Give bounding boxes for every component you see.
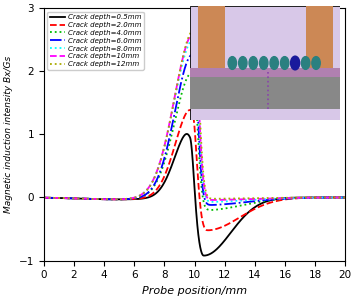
Crack depth=6.0mm: [76, 197, 80, 200]
Circle shape: [239, 57, 247, 69]
Line: Crack depth=10mm: Crack depth=10mm: [44, 33, 345, 200]
Y-axis label: Magnetic induction intensity Bx/Gs: Magnetic induction intensity Bx/Gs: [4, 56, 13, 213]
Crack depth=0.5mm: [305, 196, 309, 199]
Circle shape: [260, 57, 268, 69]
Crack depth=10mm: [94, 197, 98, 201]
Line: Crack depth=8.0mm: Crack depth=8.0mm: [44, 40, 345, 202]
Crack depth=2.0mm: [157, 184, 162, 188]
Crack depth=12mm: [76, 197, 80, 200]
Crack depth=6.0mm: [157, 172, 162, 175]
Crack depth=0.5mm: [76, 197, 80, 200]
Crack depth=8.0mm: [42, 196, 46, 200]
X-axis label: Probe position/mm: Probe position/mm: [142, 286, 247, 296]
Crack depth=8.0mm: [157, 163, 162, 166]
Crack depth=0.5mm: [157, 188, 162, 192]
Crack depth=6.0mm: [94, 197, 98, 201]
Line: Crack depth=2.0mm: Crack depth=2.0mm: [44, 110, 345, 230]
Crack depth=8.0mm: [343, 196, 347, 199]
Crack depth=4.0mm: [189, 71, 194, 75]
Crack depth=8.0mm: [170, 108, 174, 112]
Crack depth=12mm: [94, 197, 98, 201]
Crack depth=0.5mm: [170, 162, 174, 165]
Crack depth=10mm: [157, 162, 162, 166]
Crack depth=4.0mm: [170, 130, 174, 133]
Circle shape: [312, 57, 320, 69]
Crack depth=10mm: [305, 196, 309, 200]
Crack depth=2.0mm: [188, 108, 192, 112]
Crack depth=0.5mm: [42, 196, 46, 200]
Crack depth=12mm: [157, 163, 162, 166]
Line: Crack depth=0.5mm: Crack depth=0.5mm: [44, 134, 345, 256]
Crack depth=8.0mm: [305, 196, 309, 200]
Crack depth=6.0mm: [337, 196, 342, 199]
Crack depth=4.0mm: [337, 196, 342, 199]
Crack depth=2.0mm: [42, 196, 46, 200]
Crack depth=6.0mm: [42, 196, 46, 200]
Crack depth=12mm: [42, 196, 46, 200]
Crack depth=8.0mm: [94, 197, 98, 201]
Crack depth=10mm: [337, 196, 342, 199]
Legend: Crack depth=0.5mm, Crack depth=2.0mm, Crack depth=4.0mm, Crack depth=6.0mm, Crac: Crack depth=0.5mm, Crack depth=2.0mm, Cr…: [47, 12, 144, 70]
Crack depth=4.0mm: [343, 196, 347, 199]
Crack depth=8.0mm: [191, 38, 195, 42]
Crack depth=2.0mm: [206, 229, 210, 232]
Line: Crack depth=4.0mm: Crack depth=4.0mm: [44, 73, 345, 210]
Crack depth=6.0mm: [209, 203, 214, 207]
Crack depth=0.5mm: [94, 197, 98, 201]
Crack depth=12mm: [171, 106, 175, 110]
Crack depth=10mm: [343, 196, 347, 199]
Line: Crack depth=6.0mm: Crack depth=6.0mm: [44, 55, 345, 205]
Line: Crack depth=12mm: Crack depth=12mm: [44, 30, 345, 199]
Circle shape: [290, 56, 300, 70]
Circle shape: [249, 57, 257, 69]
Bar: [190, 74, 340, 109]
Crack depth=10mm: [170, 106, 174, 110]
Crack depth=2.0mm: [76, 197, 80, 200]
Crack depth=6.0mm: [190, 53, 194, 57]
Crack depth=6.0mm: [170, 122, 174, 125]
Crack depth=0.5mm: [337, 196, 342, 199]
Crack depth=12mm: [343, 196, 347, 199]
Crack depth=2.0mm: [337, 196, 342, 199]
Crack depth=12mm: [192, 28, 197, 31]
Crack depth=4.0mm: [94, 197, 98, 201]
Crack depth=4.0mm: [209, 208, 213, 212]
Crack depth=12mm: [337, 196, 342, 199]
Crack depth=0.5mm: [343, 196, 347, 199]
Circle shape: [228, 57, 236, 69]
Crack depth=8.0mm: [337, 196, 342, 199]
Crack depth=10mm: [76, 197, 80, 200]
Crack depth=0.5mm: [185, 132, 189, 136]
Crack depth=6.0mm: [343, 196, 347, 199]
Crack depth=4.0mm: [76, 197, 80, 200]
Crack depth=8.0mm: [76, 197, 80, 200]
Crack depth=0.5mm: [202, 254, 206, 257]
Circle shape: [281, 57, 289, 69]
Bar: [190, 68, 340, 77]
Crack depth=2.0mm: [343, 196, 347, 199]
Crack depth=6.0mm: [305, 196, 309, 200]
Crack depth=10mm: [192, 32, 196, 35]
Circle shape: [302, 57, 310, 69]
Crack depth=4.0mm: [42, 196, 46, 200]
Crack depth=2.0mm: [170, 152, 174, 155]
Crack depth=4.0mm: [157, 174, 162, 178]
Crack depth=4.0mm: [305, 196, 309, 200]
Crack depth=10mm: [42, 196, 46, 200]
Crack depth=2.0mm: [94, 197, 98, 201]
Crack depth=10mm: [211, 198, 215, 202]
Bar: [305, 6, 333, 70]
Crack depth=12mm: [305, 196, 309, 200]
Crack depth=12mm: [112, 197, 116, 201]
Bar: [198, 6, 225, 70]
Crack depth=8.0mm: [210, 200, 215, 204]
Crack depth=2.0mm: [305, 196, 309, 200]
Circle shape: [291, 57, 299, 69]
Circle shape: [270, 57, 278, 69]
